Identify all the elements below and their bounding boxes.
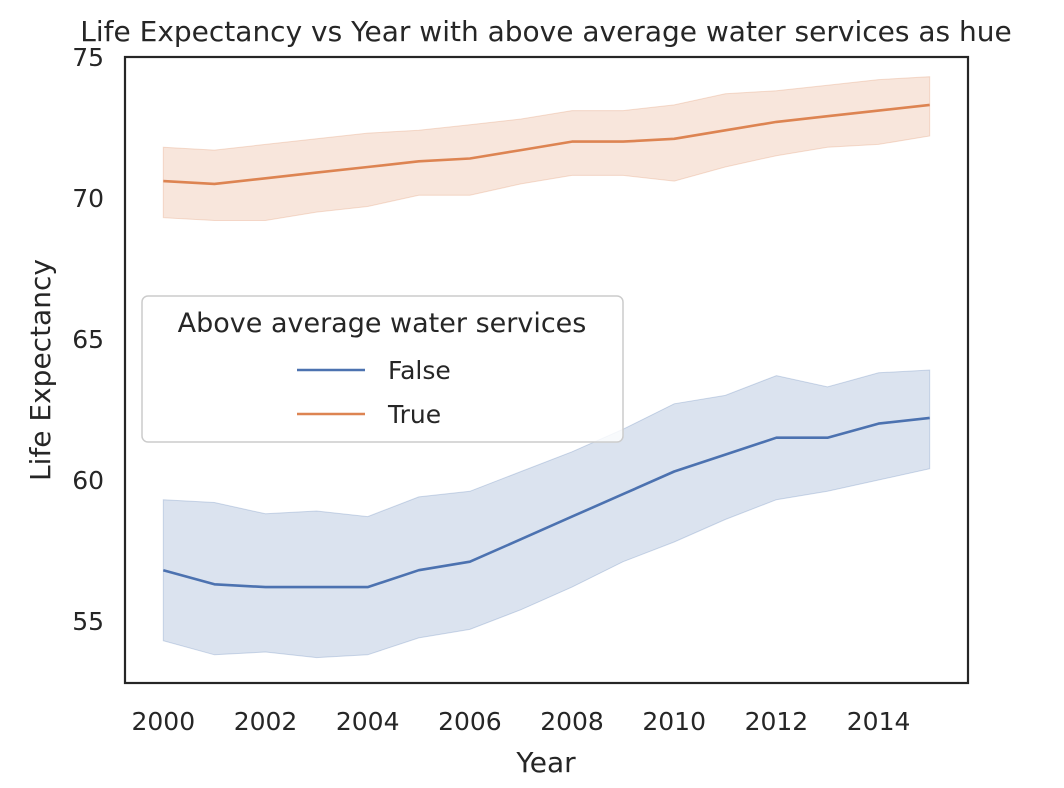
y-tick-labels: 55 60 65 70 75	[72, 43, 104, 636]
series-line-true	[163, 103, 930, 186]
series-lines	[162, 103, 930, 589]
ci-band-true	[162, 76, 931, 221]
x-tick-label: 2012	[745, 707, 809, 736]
legend-title: Above average water services	[178, 308, 587, 339]
series-line-false	[162, 416, 930, 589]
legend-label-false: False	[388, 356, 451, 385]
y-tick-label: 70	[72, 184, 104, 213]
y-tick-label: 65	[72, 325, 104, 354]
legend-label-true: True	[387, 400, 441, 429]
x-tick-label: 2008	[540, 707, 604, 736]
x-tick-labels: 2000 2002 2004 2006 2008 2010 2012 2014	[131, 707, 910, 736]
legend: Above average water services False True	[141, 295, 624, 443]
legend-box	[141, 295, 624, 443]
x-tick-label: 2000	[131, 707, 195, 736]
y-tick-label: 60	[72, 466, 104, 495]
x-axis-label: Year	[515, 746, 576, 779]
x-tick-label: 2006	[438, 707, 502, 736]
x-tick-label: 2010	[642, 707, 706, 736]
y-tick-label: 75	[72, 43, 104, 72]
y-axis-label: Life Expectancy	[24, 259, 57, 481]
plot-frame	[123, 55, 970, 685]
ci-band-false	[162, 369, 931, 659]
y-tick-label: 55	[72, 607, 104, 636]
confidence-bands	[162, 76, 931, 659]
x-tick-label: 2004	[336, 707, 400, 736]
chart-title: Life Expectancy vs Year with above avera…	[80, 15, 1011, 48]
x-tick-label: 2014	[847, 707, 911, 736]
x-tick-label: 2002	[234, 707, 298, 736]
